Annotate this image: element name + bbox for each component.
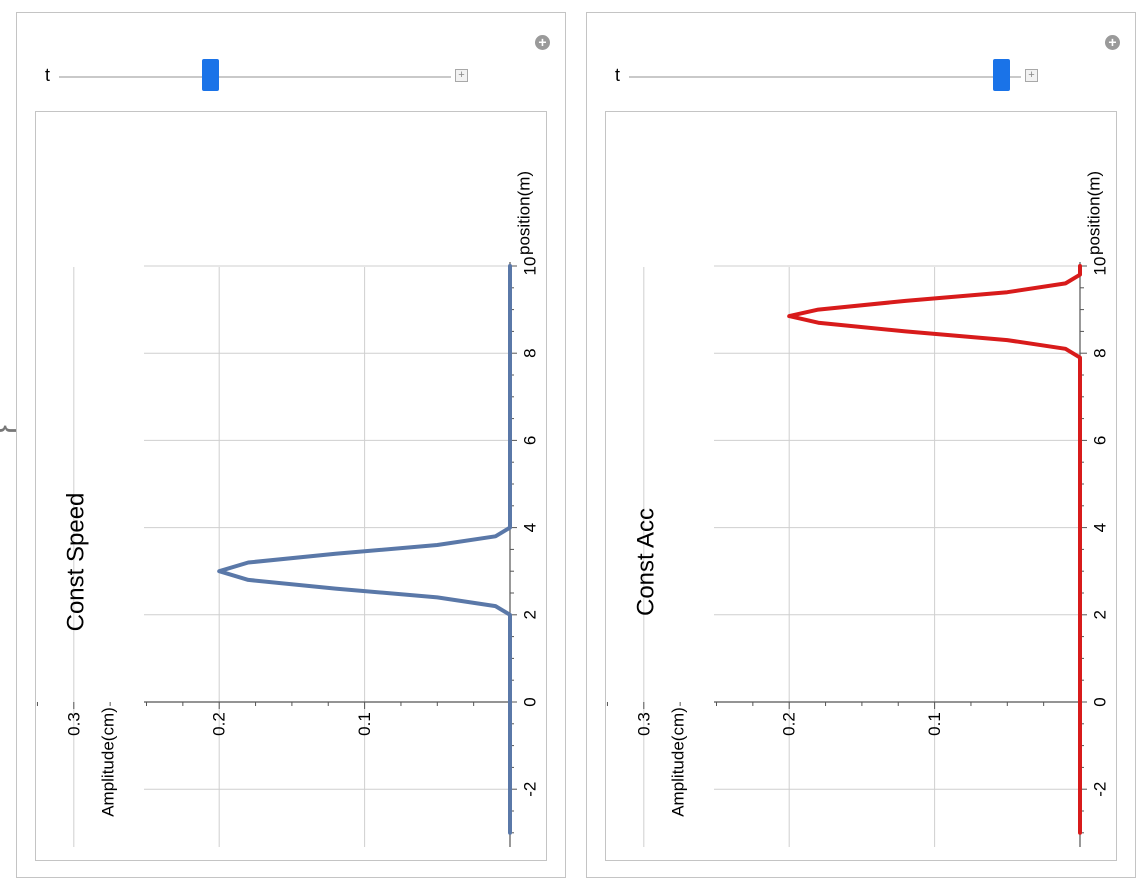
slider-label-t: t xyxy=(45,65,51,85)
x-tick-label: -2 xyxy=(1091,782,1110,797)
y-tick-label: 0.3 xyxy=(634,712,653,736)
t-slider-track[interactable] xyxy=(59,76,451,78)
x-tick-label: 8 xyxy=(521,348,540,357)
expand-panel-icon[interactable]: + xyxy=(535,35,550,50)
series-line xyxy=(217,264,512,835)
t-slider-thumb[interactable] xyxy=(992,59,1010,91)
x-tick-label: 4 xyxy=(521,523,540,532)
y-tick-label: 0.2 xyxy=(780,712,799,736)
chart-title: Const Acc xyxy=(633,508,660,616)
x-tick-label: 2 xyxy=(521,610,540,619)
t-slider-track[interactable] xyxy=(629,76,1021,78)
y-tick-label: 0.1 xyxy=(925,712,944,736)
y-tick-label: 0.1 xyxy=(355,712,374,736)
x-tick-label: -2 xyxy=(521,782,540,797)
y-axis-label: Amplitude(cm) xyxy=(669,707,688,817)
x-tick-label: 4 xyxy=(1091,523,1110,532)
slider-label-t: t xyxy=(615,65,621,85)
x-tick-label: 6 xyxy=(1091,436,1110,445)
x-tick-label: 0 xyxy=(1091,697,1110,706)
plot-frame: -202468100.10.20.30.40.5position(m)Ampli… xyxy=(35,111,547,861)
x-tick-label: 10 xyxy=(521,257,540,276)
expand-panel-icon[interactable]: + xyxy=(1105,35,1120,50)
t-slider-thumb[interactable] xyxy=(201,59,219,91)
x-tick-label: 6 xyxy=(521,436,540,445)
chart-title: Const Speed xyxy=(63,493,90,632)
x-axis-label: position(m) xyxy=(1085,171,1104,255)
slider-expand-icon[interactable]: + xyxy=(1025,69,1038,82)
x-tick-label: 0 xyxy=(521,697,540,706)
const-acc-chart: -202468100.10.20.30.40.5position(m)Ampli… xyxy=(606,171,1110,847)
slider-expand-icon[interactable]: + xyxy=(455,69,468,82)
series-line xyxy=(787,264,1082,835)
x-tick-label: 2 xyxy=(1091,610,1110,619)
const-speed-chart: -202468100.10.20.30.40.5position(m)Ampli… xyxy=(36,171,540,847)
x-tick-label: 8 xyxy=(1091,348,1110,357)
list-open-brace: { xyxy=(0,425,26,439)
y-tick-label: 0.2 xyxy=(210,712,229,736)
y-axis-label: Amplitude(cm) xyxy=(99,707,118,817)
manipulate-panel-const-speed: + t + -202468100.10.20.30.40.5position(m… xyxy=(16,12,566,878)
x-axis-label: position(m) xyxy=(515,171,534,255)
y-tick-label: 0.3 xyxy=(64,712,83,736)
manipulate-panel-const-acc: + t + -202468100.10.20.30.40.5position(m… xyxy=(586,12,1136,878)
plot-frame: -202468100.10.20.30.40.5position(m)Ampli… xyxy=(605,111,1117,861)
x-tick-label: 10 xyxy=(1091,257,1110,276)
